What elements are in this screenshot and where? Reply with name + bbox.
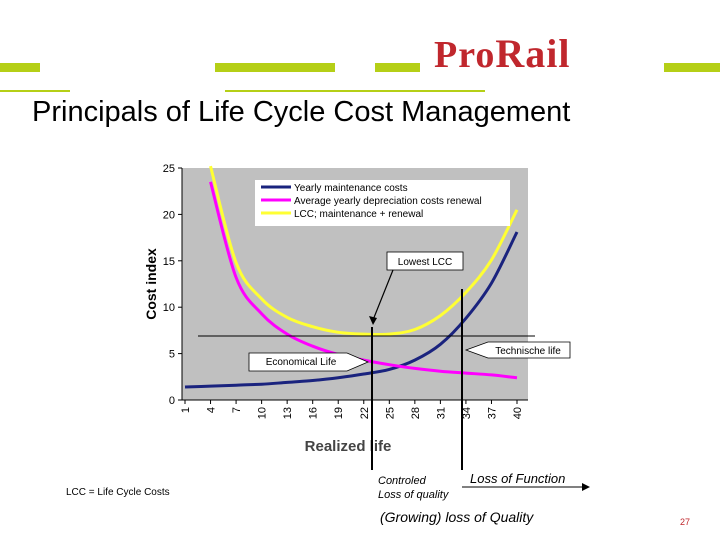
y-tick-label: 15 (163, 256, 175, 268)
annotation-technical-life-label: Technische life (495, 346, 561, 357)
legend-box (255, 180, 510, 226)
legend-label-maintenance: Yearly maintenance costs (294, 183, 408, 194)
x-tick-label: 34 (461, 407, 473, 419)
accent-bar-4 (664, 63, 720, 72)
x-tick-label: 25 (384, 407, 396, 419)
annotation-economical-life: Economical Life (248, 352, 370, 372)
x-tick-label: 28 (410, 407, 422, 419)
logo-part-2: Rail (495, 31, 571, 76)
x-axis-label: Realized life (305, 438, 392, 455)
annotation-economical-life-label: Economical Life (266, 357, 337, 368)
x-tick-label: 22 (359, 407, 371, 419)
annotation-lowest-lcc-arrowhead (369, 316, 377, 325)
controlled-line-2: Loss of quality (378, 489, 449, 501)
logo-part-1: Pro (434, 34, 496, 76)
x-tick-label: 40 (512, 407, 524, 419)
accent-line-1 (0, 90, 70, 92)
x-tick-label: 13 (282, 407, 294, 419)
x-tick-label: 4 (206, 407, 218, 413)
annotation-technical-life: Technische life (464, 341, 571, 359)
y-tick-label: 5 (169, 349, 175, 361)
annotation-lowest-lcc: Lowest LCC (369, 251, 464, 325)
growing-loss-label: (Growing) loss of Quality (380, 509, 534, 525)
x-tick-label: 16 (308, 407, 320, 419)
loss-of-function-arrowhead (582, 483, 590, 491)
annotation-lowest-lcc-label: Lowest LCC (398, 257, 452, 268)
x-tick-label: 37 (486, 407, 498, 419)
slide-title: Principals of Life Cycle Cost Management (32, 96, 571, 128)
prorail-logo: ProRail (434, 30, 571, 77)
accent-bar-3 (375, 63, 420, 72)
x-tick-label: 19 (333, 407, 345, 419)
annotation-technical-life-box (464, 341, 571, 359)
accent-line-2 (225, 90, 485, 92)
series-line-lcc (209, 165, 519, 337)
y-tick-label: 20 (163, 209, 175, 221)
loss-of-function-label: Loss of Function (470, 471, 566, 486)
controlled-line-1: Controled (378, 475, 426, 487)
y-tick-label: 0 (169, 395, 175, 407)
annotation-lowest-lcc-box (386, 251, 464, 271)
x-tick-label: 10 (257, 407, 269, 419)
y-tick-label: 25 (163, 163, 175, 175)
page-number: 27 (680, 517, 691, 527)
x-tick-label: 1 (180, 407, 192, 413)
accent-bar-1 (0, 63, 40, 72)
annotation-lowest-lcc-arrow (372, 269, 394, 321)
x-tick-label: 31 (435, 407, 447, 419)
x-tick-label: 7 (231, 407, 243, 413)
y-axis-label: Cost index (143, 248, 159, 320)
annotation-economical-life-box (248, 352, 370, 372)
legend-label-lcc: LCC; maintenance + renewal (294, 209, 423, 220)
y-tick-label: 10 (163, 302, 175, 314)
series-line-maintenance (184, 231, 519, 389)
footnote: LCC = Life Cycle Costs (66, 487, 170, 498)
legend-label-depreciation: Average yearly depreciation costs renewa… (294, 196, 482, 207)
controlled-loss-label: Controled Loss of quality (378, 474, 448, 502)
legend: Yearly maintenance costs Average yearly … (255, 180, 510, 226)
accent-bar-2 (215, 63, 335, 72)
